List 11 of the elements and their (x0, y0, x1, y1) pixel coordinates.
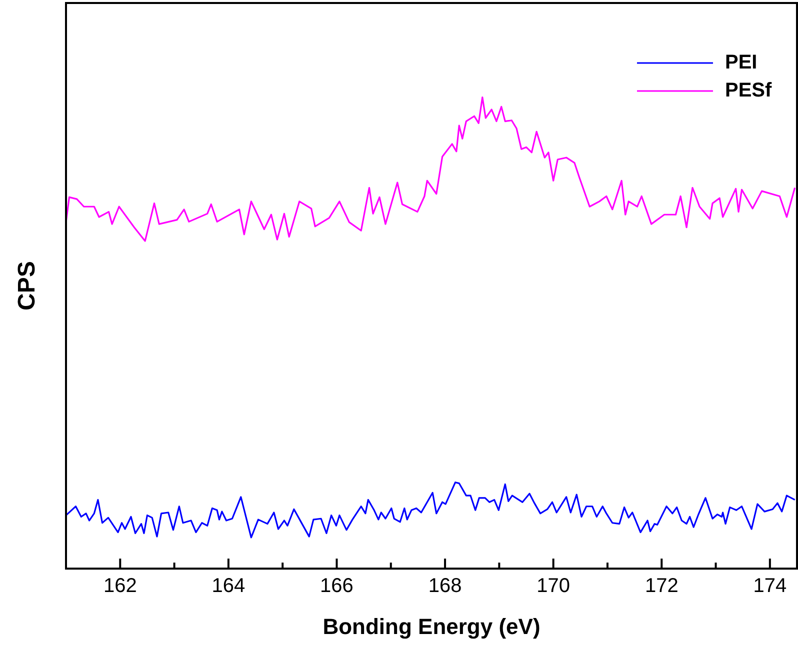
y-axis-title: CPS (14, 261, 41, 310)
x-tick-label: 172 (644, 575, 678, 598)
x-tick-label: 174 (753, 575, 787, 598)
legend-label: PESf (725, 80, 772, 102)
legend-label: PEI (725, 52, 758, 74)
x-tick-label: 164 (212, 575, 246, 598)
x-tick-label: 168 (428, 575, 462, 598)
x-axis-title: Bonding Energy (eV) (322, 614, 540, 639)
x-tick-label: 170 (536, 575, 570, 598)
x-tick-label: 166 (320, 575, 354, 598)
x-tick-label: 162 (103, 575, 137, 598)
